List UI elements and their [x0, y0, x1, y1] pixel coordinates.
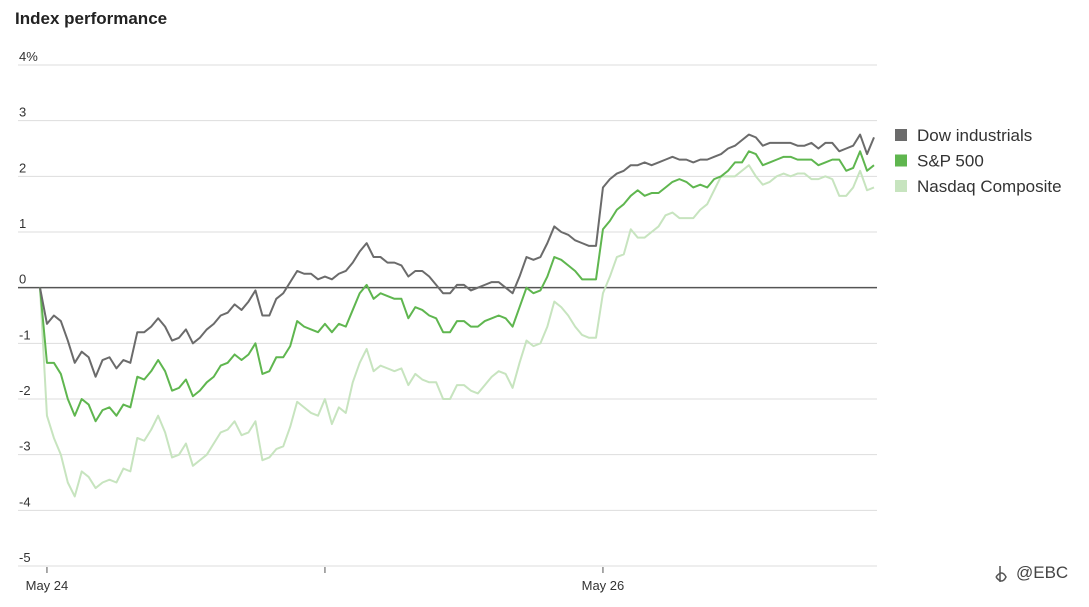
y-tick-label: 0 — [19, 272, 26, 287]
legend-swatch — [895, 154, 907, 167]
watermark: @EBC — [1016, 563, 1068, 582]
legend-swatch — [895, 180, 907, 192]
y-tick-label: -2 — [19, 383, 31, 398]
y-tick-label: 4% — [19, 49, 38, 64]
y-tick-label: 1 — [19, 216, 26, 231]
watermark-icon — [995, 566, 1007, 582]
series-line — [39, 150, 875, 423]
y-tick-label: 2 — [19, 160, 26, 175]
y-tick-label: -1 — [19, 327, 31, 342]
y-tick-label: 3 — [19, 105, 26, 120]
series-line — [39, 164, 875, 498]
x-tick-label: May 26 — [582, 578, 625, 593]
series-line — [39, 133, 875, 378]
legend-label: Nasdaq Composite — [917, 177, 1062, 196]
x-tick-label: May 24 — [26, 578, 69, 593]
y-tick-label: -3 — [19, 439, 31, 454]
chart-title: Index performance — [15, 9, 167, 28]
legend-label: S&P 500 — [917, 152, 984, 171]
y-tick-label: -5 — [19, 550, 31, 565]
y-tick-label: -4 — [19, 494, 31, 509]
legend-swatch — [895, 129, 907, 141]
legend-label: Dow industrials — [917, 126, 1032, 145]
